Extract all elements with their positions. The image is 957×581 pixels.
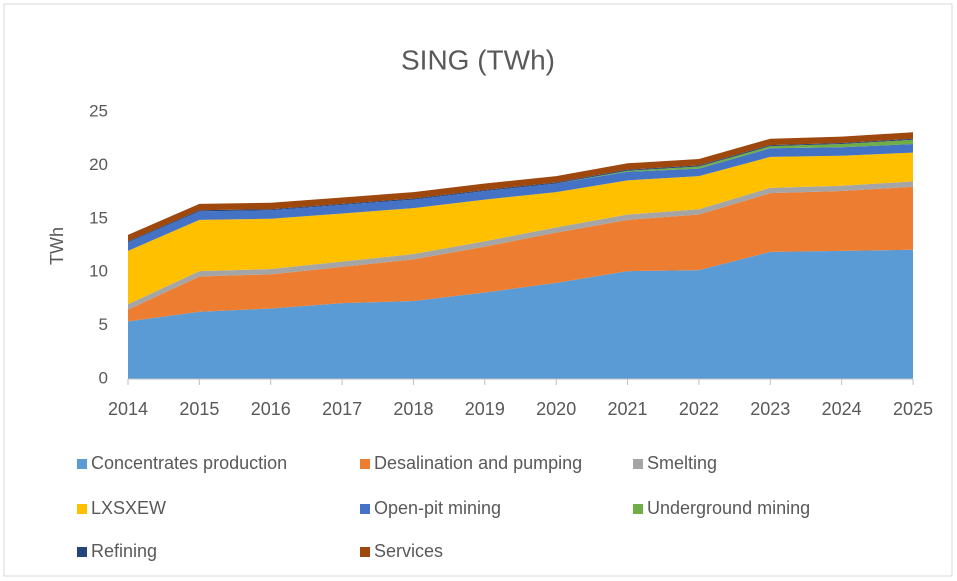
y-tick-label: 20 <box>89 155 108 174</box>
legend-label: Open-pit mining <box>374 498 501 518</box>
area <box>128 144 913 251</box>
area <box>128 152 913 305</box>
area <box>128 132 913 242</box>
legend-label: Concentrates production <box>91 453 287 473</box>
y-tick-label: 0 <box>99 368 108 387</box>
x-tick-label: 2017 <box>322 399 362 419</box>
x-tick-label: 2018 <box>393 399 433 419</box>
legend-swatch <box>633 504 643 514</box>
legend-swatch <box>77 504 87 514</box>
x-tick-label: 2022 <box>679 399 719 419</box>
x-tick-label: 2024 <box>822 399 862 419</box>
x-tick-label: 2019 <box>465 399 505 419</box>
x-tick-label: 2023 <box>750 399 790 419</box>
y-tick-label: 5 <box>99 315 108 334</box>
area <box>128 186 913 322</box>
legend-swatch <box>360 547 370 557</box>
y-axis-label: TWh <box>47 227 67 265</box>
x-tick-label: 2025 <box>893 399 933 419</box>
legend-swatch <box>360 459 370 469</box>
legend-swatch <box>77 547 87 557</box>
legend-swatch <box>360 504 370 514</box>
legend-label: Desalination and pumping <box>374 453 582 473</box>
area <box>128 249 913 379</box>
x-tick-label: 2020 <box>536 399 576 419</box>
legend-label: Underground mining <box>647 498 810 518</box>
chart-title: SING (TWh) <box>401 44 555 75</box>
x-tick-label: 2016 <box>251 399 291 419</box>
x-tick-label: 2014 <box>108 399 148 419</box>
x-tick-label: 2015 <box>179 399 219 419</box>
x-tick-label: 2021 <box>608 399 648 419</box>
y-tick-label: 25 <box>89 101 108 120</box>
legend-swatch <box>633 459 643 469</box>
legend-swatch <box>77 459 87 469</box>
legend-label: LXSXEW <box>91 498 166 518</box>
legend-label: Refining <box>91 541 157 561</box>
y-tick-label: 15 <box>89 208 108 227</box>
y-tick-label: 10 <box>89 262 108 281</box>
legend-label: Smelting <box>647 453 717 473</box>
legend-label: Services <box>374 541 443 561</box>
